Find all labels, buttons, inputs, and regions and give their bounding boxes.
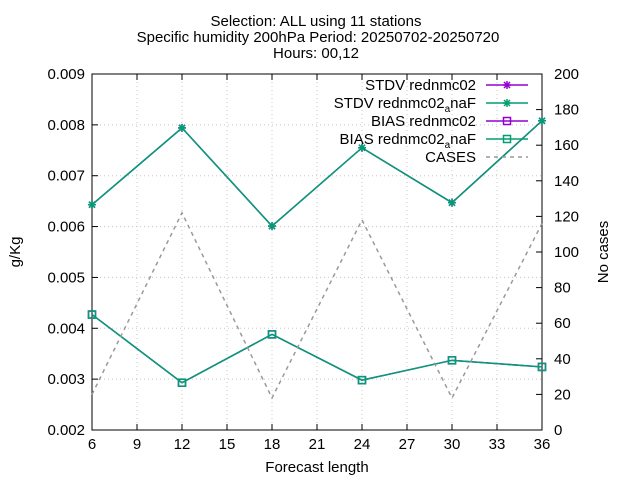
point-marker xyxy=(448,198,456,207)
point-marker xyxy=(358,143,366,152)
series-lines xyxy=(87,116,547,400)
x-tick-label: 21 xyxy=(309,436,326,453)
marker-stroke xyxy=(503,81,511,89)
legend-label: STDV rednmc02 xyxy=(365,77,476,94)
axes xyxy=(91,73,543,431)
point-marker xyxy=(177,378,187,387)
marker-stroke xyxy=(178,124,186,132)
title-line-2: Specific humidity 200hPa Period: 2025070… xyxy=(137,29,500,46)
series-line xyxy=(91,313,543,384)
point-marker xyxy=(267,330,277,339)
legend-label: CASES xyxy=(425,149,476,166)
title-line-1: Selection: ALL using 11 stations xyxy=(211,13,422,30)
x-tick-label: 9 xyxy=(133,436,141,453)
marker-stroke xyxy=(448,199,456,207)
legend-label: STDV rednmc02anaF xyxy=(334,95,476,115)
marker-stroke xyxy=(88,201,96,209)
y-tick-label-right: 80 xyxy=(554,280,571,297)
point-marker xyxy=(503,81,511,89)
legend-label: BIAS rednmc02anaF xyxy=(340,131,476,151)
y-tick-label-left: 0.004 xyxy=(47,320,85,337)
x-tick-label: 27 xyxy=(399,436,416,453)
point-marker xyxy=(503,99,511,107)
y-tick-label-left: 0.003 xyxy=(47,371,85,388)
chart-title: Selection: ALL using 11 stations Specifi… xyxy=(137,13,500,62)
y-tick-label-right: 0 xyxy=(554,422,562,439)
point-marker xyxy=(447,356,457,365)
title-line-3: Hours: 00,12 xyxy=(273,45,359,62)
y-tick-label-right: 140 xyxy=(554,173,579,190)
y-tick-label-left: 0.006 xyxy=(47,219,85,236)
y-axis-label-right: No cases xyxy=(595,221,612,284)
tick-labels: 6 9 12 15 18 21 24 27 30 33 36 0.002 0.003 0.004 0.005… xyxy=(47,66,579,453)
y-tick-label-right: 100 xyxy=(554,244,579,261)
point-marker xyxy=(537,362,547,372)
point-marker xyxy=(87,310,97,319)
point-marker xyxy=(538,116,546,125)
y-tick-label-right: 20 xyxy=(554,386,571,403)
point-marker xyxy=(502,116,512,126)
marker-stroke xyxy=(538,117,546,125)
marker-stroke xyxy=(358,144,366,152)
series-line xyxy=(91,211,543,400)
legend-label: BIAS rednmc02 xyxy=(371,113,476,130)
y-tick-label-left: 0.008 xyxy=(47,117,85,134)
point-marker xyxy=(88,200,96,209)
marker-stroke xyxy=(268,222,276,230)
y-tick-label-right: 180 xyxy=(554,102,579,119)
series-line xyxy=(91,313,543,384)
series-3 xyxy=(87,310,547,387)
y-tick-label-right: 200 xyxy=(554,66,579,83)
y-tick-label-left: 0.009 xyxy=(47,66,85,83)
x-tick-label: 30 xyxy=(444,436,461,453)
point-marker xyxy=(357,375,367,385)
point-marker xyxy=(502,134,512,144)
series-1 xyxy=(88,116,546,231)
point-marker xyxy=(268,222,276,231)
y-tick-label-right: 120 xyxy=(554,208,579,225)
series-line xyxy=(91,120,543,228)
y-tick-label-left: 0.007 xyxy=(47,168,85,185)
marker-stroke xyxy=(503,99,511,107)
series-4 xyxy=(91,211,543,400)
y-tick-label-left: 0.002 xyxy=(47,422,85,439)
y-tick-label-left: 0.005 xyxy=(47,269,85,286)
series-0 xyxy=(88,116,546,231)
x-tick-label: 33 xyxy=(489,436,506,453)
x-tick-label: 6 xyxy=(88,436,96,453)
y-axis-label-left: g/Kg xyxy=(7,237,24,268)
x-tick-label: 15 xyxy=(219,436,236,453)
x-tick-label: 12 xyxy=(174,436,191,453)
y-tick-label-right: 40 xyxy=(554,351,571,368)
y-tick-label-right: 60 xyxy=(554,315,571,332)
x-tick-label: 24 xyxy=(354,436,371,453)
y-tick-label-right: 160 xyxy=(554,137,579,154)
x-tick-label: 36 xyxy=(534,436,551,453)
x-tick-label: 18 xyxy=(264,436,281,453)
x-axis-label: Forecast length xyxy=(265,459,368,476)
point-marker xyxy=(178,123,186,132)
